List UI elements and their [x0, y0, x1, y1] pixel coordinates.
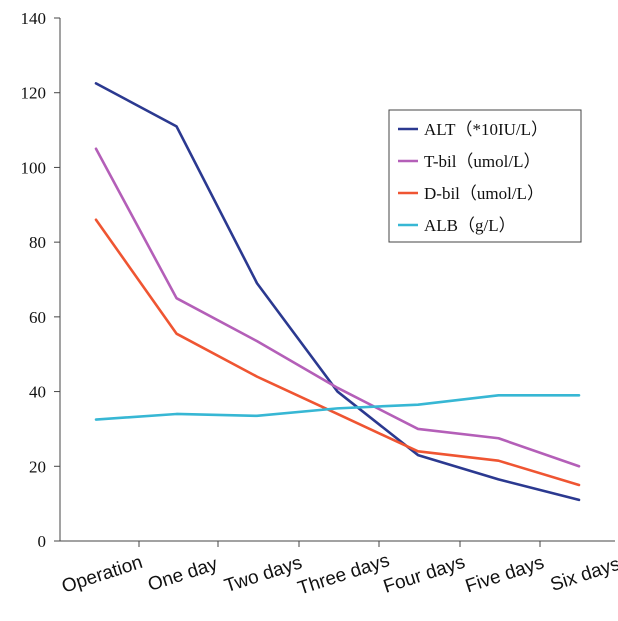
x-tick-label: One day — [145, 554, 220, 596]
series-line — [96, 395, 579, 419]
x-tick-label: Three days — [295, 550, 392, 599]
legend-label: ALB（g/L） — [424, 216, 516, 235]
y-tick-label: 140 — [21, 9, 47, 28]
legend-label: D-bil（umol/L） — [424, 184, 544, 203]
y-tick-label: 60 — [29, 308, 46, 327]
x-tick-label: Five days — [463, 552, 547, 597]
y-tick-label: 80 — [29, 233, 46, 252]
y-tick-label: 40 — [29, 383, 46, 402]
x-tick-label: Two days — [222, 552, 305, 597]
y-tick-label: 120 — [21, 84, 47, 103]
x-tick-label: Four days — [381, 552, 468, 598]
x-tick-label: Operation — [59, 552, 145, 598]
y-tick-label: 20 — [29, 457, 46, 476]
legend-label: T-bil（umol/L） — [424, 152, 541, 171]
series-line — [96, 220, 579, 485]
legend-label: ALT（*10IU/L） — [424, 120, 548, 139]
y-tick-label: 100 — [21, 158, 47, 177]
legend: ALT（*10IU/L） T-bil（umol/L） D-bil（umol/L） AL… — [389, 110, 581, 242]
x-tick-label: Six days — [548, 554, 618, 596]
y-tick-label: 0 — [38, 532, 47, 551]
